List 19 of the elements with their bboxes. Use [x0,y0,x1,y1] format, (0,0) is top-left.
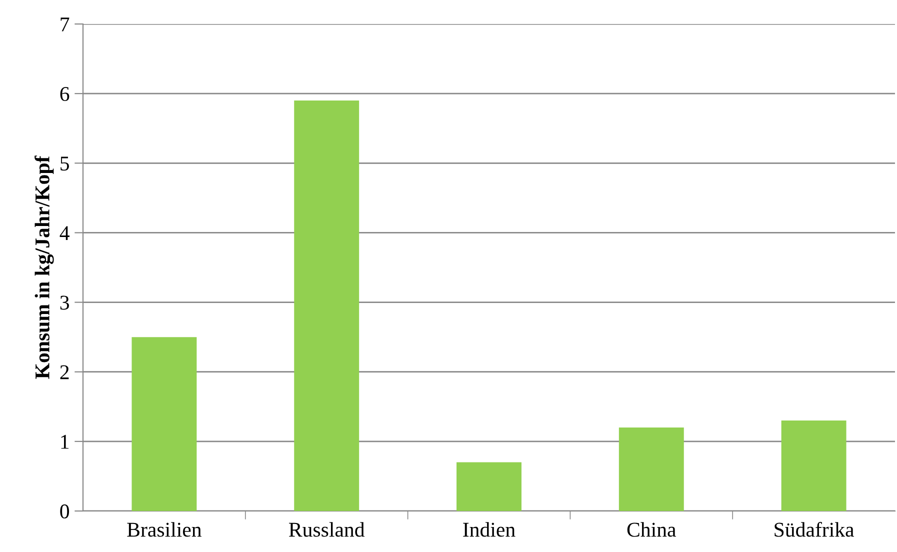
y-axis-title: Konsum in kg/Jahr/Kopf [34,156,54,379]
y-tick-label: 3 [60,296,69,310]
x-tick-label: China [627,522,676,537]
x-tick-label: Südafrika [774,522,854,537]
y-tick-label: 1 [61,434,69,449]
y-tick-label: 4 [60,226,70,240]
bar [294,100,360,511]
bar [456,462,522,511]
y-tick-label: 0 [60,504,70,518]
y-tick-label: 5 [60,156,69,171]
y-tick-label: 2 [60,365,69,380]
bar [781,420,846,511]
x-tick-label: Brasilien [127,522,202,537]
y-tick-label: 7 [60,18,70,32]
x-tick-label: Russland [289,522,365,537]
bar [618,428,684,511]
bar [132,337,197,511]
y-tick-label: 6 [60,87,70,102]
x-tick-label: Indien [463,522,516,537]
